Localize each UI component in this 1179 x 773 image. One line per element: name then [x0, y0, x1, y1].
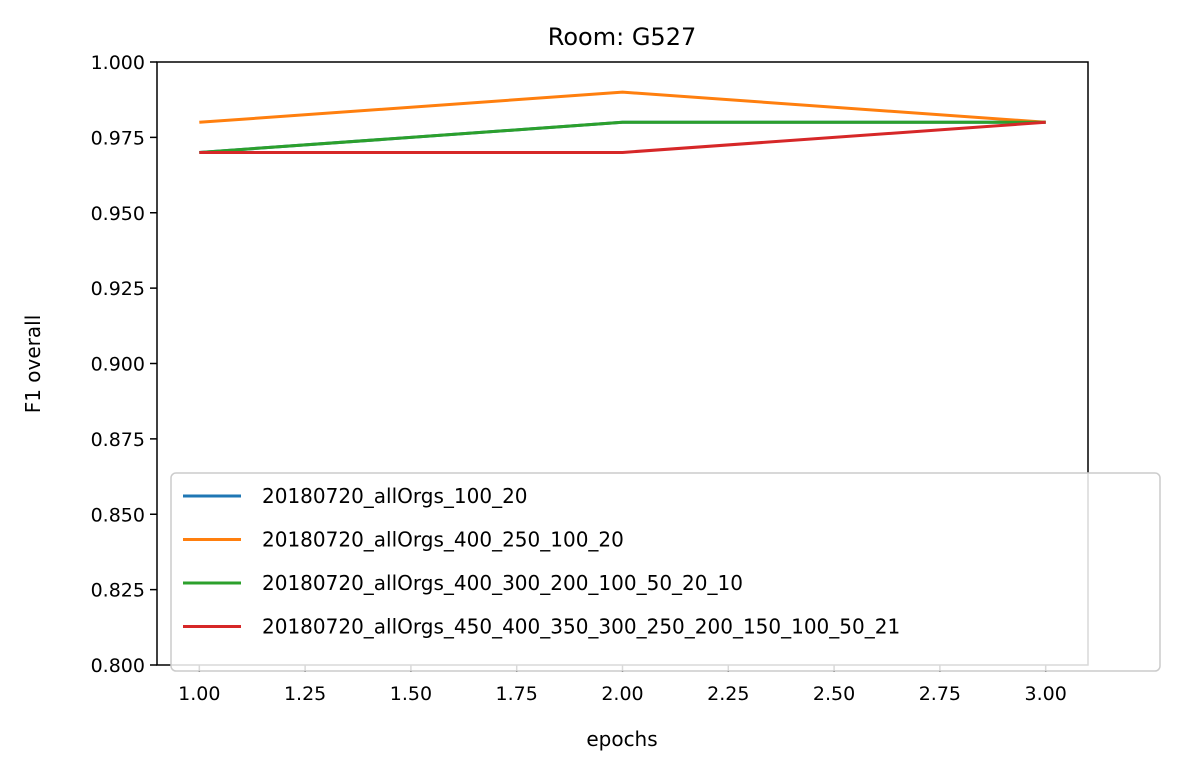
chart-title: Room: G527	[548, 23, 696, 51]
x-axis-ticks: 1.00 1.25 1.50 1.75 2.00 2.25 2.50 2.75 3.00	[178, 665, 1067, 705]
legend-label: 20180720_allOrgs_400_300_200_100_50_20_1…	[262, 571, 743, 595]
y-tick-label: 0.875	[91, 429, 145, 451]
legend-box	[170, 472, 1161, 672]
x-tick-label: 2.50	[813, 683, 855, 705]
x-tick-label: 1.25	[284, 683, 326, 705]
y-tick-label: 0.800	[91, 655, 145, 677]
y-tick-label: 0.925	[91, 278, 145, 300]
y-tick-label: 0.850	[91, 504, 145, 526]
legend-label: 20180720_allOrgs_450_400_350_300_250_200…	[262, 615, 900, 639]
series-line-3	[199, 120, 1046, 154]
y-tick-label: 1.000	[91, 52, 145, 74]
x-tick-label: 1.00	[178, 683, 220, 705]
x-axis-label: epochs	[586, 727, 657, 751]
x-tick-label: 3.00	[1025, 683, 1067, 705]
x-tick-label: 2.00	[601, 683, 643, 705]
series-line-4	[199, 120, 1046, 154]
x-tick-label: 1.75	[496, 683, 538, 705]
y-tick-label: 0.950	[91, 203, 145, 225]
y-axis-ticks: 0.800 0.825 0.850 0.875 0.900 0.925 0.950 0.975…	[91, 52, 157, 677]
y-tick-label: 0.900	[91, 354, 145, 376]
legend: 20180720_allOrgs_100_20 20180720_allOrgs_…	[170, 472, 1161, 672]
y-axis-label: F1 overall	[21, 315, 45, 414]
y-tick-label: 0.975	[91, 127, 145, 149]
y-tick-label: 0.825	[91, 580, 145, 602]
x-tick-label: 2.25	[707, 683, 749, 705]
plot-lines	[199, 90, 1046, 154]
x-tick-label: 1.50	[390, 683, 432, 705]
series-line-2	[199, 90, 1046, 124]
legend-label: 20180720_allOrgs_400_250_100_20	[262, 528, 624, 552]
legend-label: 20180720_allOrgs_100_20	[262, 484, 528, 508]
x-tick-label: 2.75	[919, 683, 961, 705]
